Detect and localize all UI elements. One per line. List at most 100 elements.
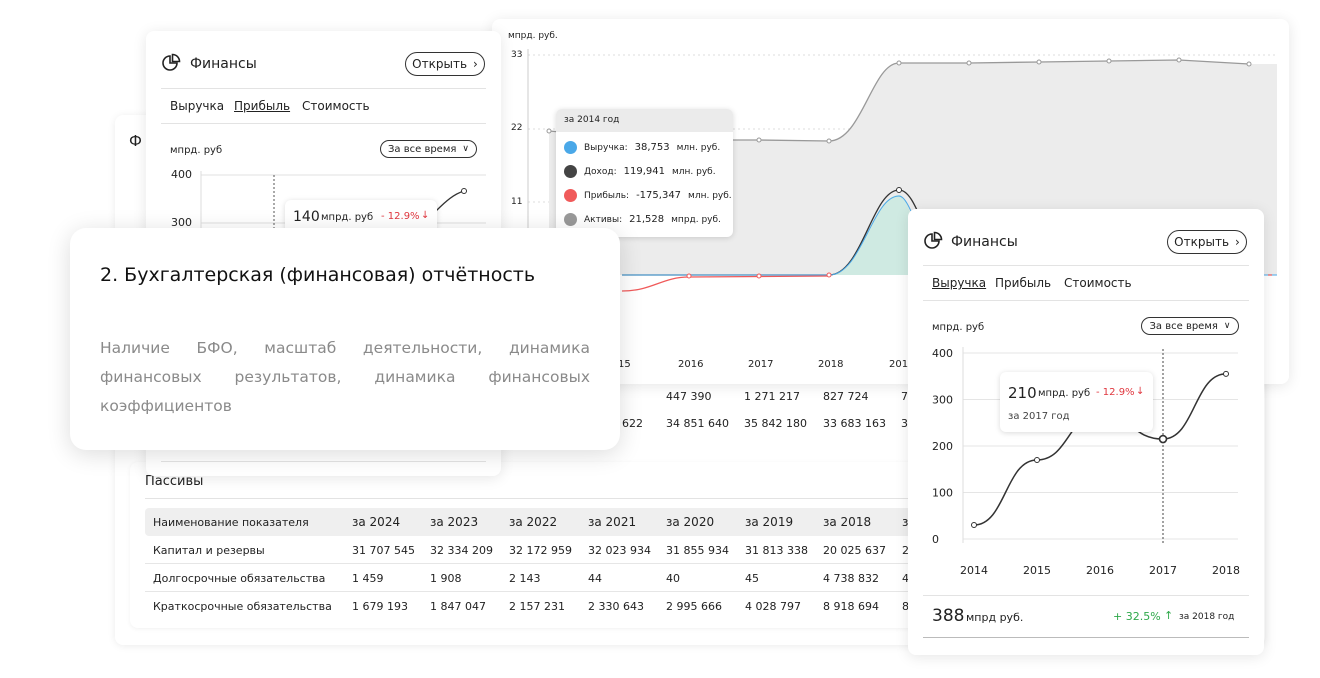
data-point bbox=[1223, 370, 1229, 377]
table-cell: 4 738 832 bbox=[823, 572, 879, 585]
tab-revenue[interactable]: Выручка bbox=[170, 99, 225, 113]
left-header-divider bbox=[161, 88, 486, 89]
table-cell: 34 851 640 bbox=[666, 417, 729, 430]
tooltip-value: 119,941 bbox=[623, 166, 665, 177]
table-cell: Долгосрочные обязательства bbox=[153, 572, 326, 585]
assets-point bbox=[756, 137, 762, 143]
income-peak-point bbox=[896, 187, 902, 193]
data-point bbox=[971, 522, 977, 529]
open-button-label: Открыть bbox=[1174, 235, 1230, 249]
tooltip-unit: мпрд. руб bbox=[321, 212, 374, 223]
right-period-select[interactable]: За все время ∨ bbox=[1141, 317, 1239, 335]
table-cell: 447 390 bbox=[666, 390, 712, 403]
table-cell: 1 459 bbox=[352, 572, 384, 585]
assets-point bbox=[966, 60, 972, 66]
column-header: Наименование показателя bbox=[153, 516, 309, 529]
assets-series-line bbox=[548, 59, 1250, 142]
table-cell: 44 bbox=[588, 572, 602, 585]
data-point bbox=[1034, 456, 1040, 463]
assets-dot-icon bbox=[564, 213, 577, 226]
table-cell: Краткосрочные обязательства bbox=[153, 600, 332, 613]
left-widget-title: Финансы bbox=[190, 56, 257, 72]
tooltip-unit: млн. руб. bbox=[688, 190, 732, 201]
y-tick-label: 0 bbox=[932, 533, 939, 546]
table-cell: 31 813 338 bbox=[745, 544, 808, 557]
table-cell: 7 bbox=[901, 390, 908, 403]
table-cell: 622 bbox=[622, 417, 643, 430]
center-table-row-2: 622 34 851 640 35 842 180 33 683 163 3 bbox=[600, 411, 920, 437]
column-header: за 2020 bbox=[666, 515, 715, 529]
tab-profit[interactable]: Прибыль bbox=[995, 276, 1052, 290]
footer-unit: мпрд руб. bbox=[966, 611, 1024, 624]
tooltip-value: 210 bbox=[1008, 384, 1037, 402]
right-open-button[interactable]: Открыть › bbox=[1167, 230, 1247, 254]
tooltip-value: 38,753 bbox=[634, 142, 670, 153]
right-footer-bottom-divider bbox=[923, 637, 1249, 638]
tab-revenue[interactable]: Выручка bbox=[932, 276, 987, 290]
assets-point bbox=[896, 60, 902, 66]
x-tick-label: 2017 bbox=[1149, 564, 1177, 577]
profit-series-line bbox=[621, 275, 830, 292]
tooltip-header: за 2014 год bbox=[556, 109, 733, 132]
tooltip-value: 140 bbox=[293, 209, 320, 225]
center-chart-unit: мпрд. руб. bbox=[508, 31, 558, 41]
right-footer-divider bbox=[923, 595, 1249, 596]
assets-point bbox=[546, 128, 552, 134]
table-cell: 31 855 934 bbox=[666, 544, 729, 557]
table-cell: 1 679 193 bbox=[352, 600, 408, 613]
left-open-button[interactable]: Открыть › bbox=[405, 52, 485, 76]
section-description: Наличие БФО, масштаб деятельности, динам… bbox=[100, 339, 590, 415]
x-tick-label: 2018 bbox=[818, 359, 844, 370]
table-cell: 33 683 163 bbox=[823, 417, 886, 430]
table-cell: 32 023 934 bbox=[588, 544, 651, 557]
tooltip-value: -175,347 bbox=[636, 190, 682, 201]
left-period-select[interactable]: За все время ∨ bbox=[380, 140, 477, 158]
section-heading: 2. Бухгалтерская (финансовая) отчётность bbox=[100, 264, 536, 286]
arrow-up-icon: ↑ bbox=[1164, 609, 1174, 622]
tooltip-row-profit: Прибыль: -175,347 млн. руб. bbox=[564, 189, 732, 202]
income-dot-icon bbox=[564, 165, 577, 178]
x-tick-label: 2016 bbox=[1086, 564, 1114, 577]
column-header: за 2018 bbox=[823, 515, 872, 529]
right-line-chart: 0 100 200 300 400 2014 2015 2016 2017 2018 bbox=[932, 347, 1240, 577]
column-header: за 2024 bbox=[352, 515, 401, 529]
footer-change: + 32.5% bbox=[1113, 610, 1161, 623]
tooltip-unit: млн. руб. bbox=[676, 142, 721, 153]
x-tick-label: 2017 bbox=[748, 359, 774, 370]
section-info-card: 2. Бухгалтерская (финансовая) отчётность… bbox=[70, 228, 620, 450]
column-header: за 2019 bbox=[745, 515, 794, 529]
right-widget-title: Финансы bbox=[951, 234, 1018, 250]
tooltip-value: 21,528 bbox=[629, 214, 665, 225]
tooltip-period: за 2017 год bbox=[1008, 411, 1070, 422]
table-cell: 2 995 666 bbox=[666, 600, 722, 613]
center-chart-tooltip: за 2014 год Выручка: 38,753 млн. руб. До… bbox=[556, 109, 733, 237]
passives-divider bbox=[145, 498, 920, 499]
tab-profit[interactable]: Прибыль bbox=[234, 99, 291, 113]
tooltip-row-income: Доход: 119,941 млн. руб. bbox=[564, 165, 716, 178]
table-row: Краткосрочные обязательства 1 679 193 1 … bbox=[145, 592, 920, 620]
open-button-label: Открыть bbox=[412, 57, 468, 71]
tooltip-row-revenue: Выручка: 38,753 млн. руб. bbox=[564, 141, 720, 154]
y-tick-label: 22 bbox=[511, 123, 523, 133]
tab-value[interactable]: Стоимость bbox=[302, 99, 370, 113]
table-cell: 32 172 959 bbox=[509, 544, 572, 557]
profit-point bbox=[686, 273, 692, 279]
column-header: за 2022 bbox=[509, 515, 558, 529]
tab-value[interactable]: Стоимость bbox=[1064, 276, 1132, 290]
table-cell: 2 157 231 bbox=[509, 600, 565, 613]
pie-chart-icon bbox=[924, 231, 943, 249]
table-cell: 2 143 bbox=[509, 572, 541, 585]
tooltip-label: Активы: bbox=[584, 214, 623, 225]
table-cell: 20 025 637 bbox=[823, 544, 886, 557]
table-cell: 32 334 209 bbox=[430, 544, 493, 557]
arrow-down-icon: ↓ bbox=[421, 210, 430, 221]
column-header: за 2021 bbox=[588, 515, 637, 529]
data-point bbox=[1158, 434, 1168, 444]
footer-period: за 2018 год bbox=[1179, 612, 1235, 622]
table-cell: 8 bbox=[902, 600, 909, 613]
right-finance-widget: Финансы Открыть › Выручка Прибыль Стоимо… bbox=[908, 209, 1264, 655]
y-tick-label: 300 bbox=[171, 216, 192, 229]
chevron-down-icon: ∨ bbox=[1223, 321, 1231, 331]
arrow-down-icon: ↓ bbox=[1136, 386, 1145, 397]
table-row: Капитал и резервы 31 707 545 32 334 209 … bbox=[145, 536, 920, 564]
